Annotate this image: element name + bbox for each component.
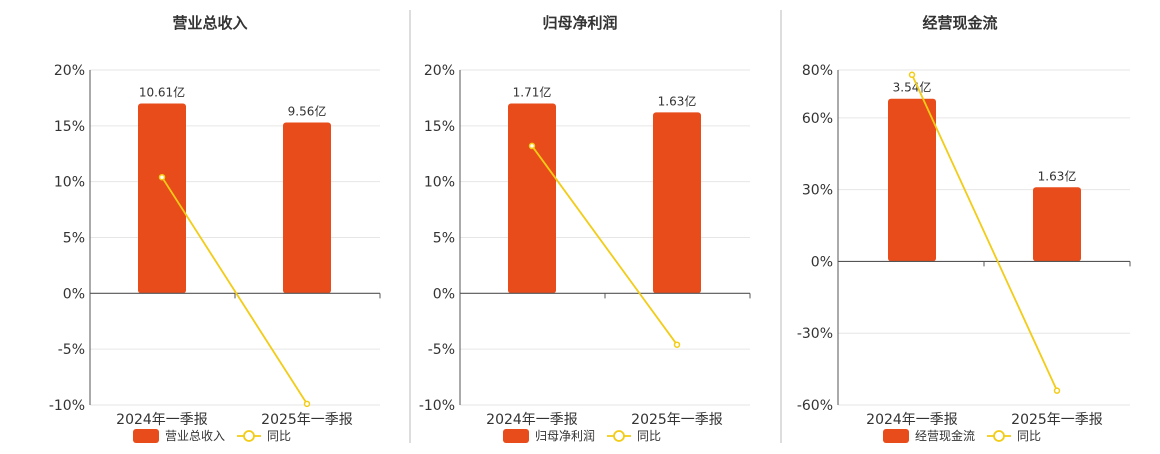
chart-title: 经营现金流: [922, 14, 997, 32]
x-tick-label: 2024年一季报: [866, 412, 958, 428]
legend-bar-label: 营业总收入: [165, 429, 225, 443]
bar: [1033, 187, 1081, 262]
legend-line-marker: [993, 430, 1005, 442]
bar: [888, 98, 936, 262]
y-tick-label: 10%: [54, 175, 85, 191]
bar-value-label: 9.56亿: [288, 103, 327, 118]
legend-bar-swatch: [503, 429, 529, 443]
bar-value-label: 1.71亿: [513, 85, 552, 100]
y-tick-label: 80%: [802, 63, 833, 79]
y-tick-label: 0%: [433, 286, 455, 302]
chart-title: 营业总收入: [172, 14, 247, 32]
bar: [508, 103, 556, 294]
y-tick-label: 5%: [433, 231, 455, 247]
x-tick-label: 2024年一季报: [486, 412, 578, 428]
legend-bar-swatch: [883, 429, 909, 443]
yoy-point: [158, 173, 166, 181]
x-tick-label: 2025年一季报: [631, 412, 723, 428]
legend-line-marker: [243, 430, 255, 442]
yoy-point: [1053, 387, 1061, 394]
chart-title: 归母净利润: [542, 14, 617, 32]
legend-line-label: 同比: [267, 429, 291, 443]
x-tick-label: 2024年一季报: [116, 412, 208, 428]
y-tick-label: 10%: [424, 175, 455, 191]
legend-line-marker: [613, 430, 625, 442]
bar-value-label: 1.63亿: [1038, 168, 1077, 183]
y-tick-label: 0%: [63, 286, 85, 302]
y-tick-label: 60%: [802, 111, 833, 127]
yoy-point: [673, 341, 681, 348]
bar-value-label: 10.61亿: [139, 85, 185, 100]
y-tick-label: 5%: [63, 231, 85, 247]
y-tick-label: 15%: [424, 119, 455, 135]
yoy-line: [531, 145, 678, 346]
bar: [283, 122, 331, 294]
legend-line-label: 同比: [1017, 429, 1041, 443]
bar: [138, 103, 186, 294]
y-tick-label: -30%: [797, 326, 833, 342]
legend-line-label: 同比: [637, 429, 661, 443]
y-tick-label: 15%: [54, 119, 85, 135]
y-tick-label: -60%: [797, 398, 833, 414]
y-tick-label: -10%: [49, 398, 85, 414]
y-tick-label: 0%: [811, 254, 833, 270]
y-tick-label: 20%: [54, 63, 85, 79]
yoy-point: [528, 142, 536, 150]
y-tick-label: 20%: [424, 63, 455, 79]
bar: [653, 112, 701, 294]
yoy-line: [161, 176, 308, 405]
legend-bar-label: 归母净利润: [535, 429, 595, 443]
y-tick-label: 30%: [802, 183, 833, 199]
x-tick-label: 2025年一季报: [261, 412, 353, 428]
x-tick-label: 2025年一季报: [1011, 412, 1103, 428]
yoy-line: [911, 74, 1058, 392]
y-tick-label: -5%: [428, 342, 455, 358]
yoy-point: [908, 71, 916, 79]
legend-bar-label: 经营现金流: [915, 428, 975, 443]
bar-value-label: 3.54亿: [893, 80, 932, 95]
y-tick-label: -5%: [58, 342, 85, 358]
y-tick-label: -10%: [419, 398, 455, 414]
legend-bar-swatch: [133, 429, 159, 443]
bar-value-label: 1.63亿: [658, 93, 697, 108]
yoy-point: [303, 400, 311, 408]
